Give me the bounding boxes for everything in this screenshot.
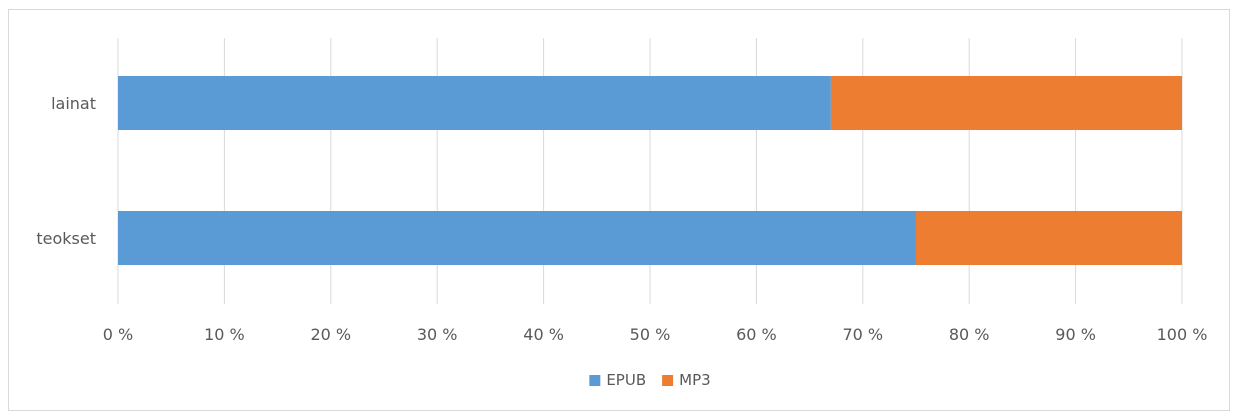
legend-label-epub: EPUB [606,371,646,389]
bars [118,76,1182,265]
legend-swatch-epub [589,375,601,386]
bar-epub-teokset [118,211,916,265]
bar-mp3-teokset [916,211,1182,265]
category-label: lainat [51,94,96,113]
bar-mp3-lainat [830,76,1182,130]
bar-epub-lainat [118,76,831,130]
x-tick-label: 60 % [736,325,777,344]
x-tick-label: 100 % [1157,325,1208,344]
legend: EPUB MP3 [589,371,711,389]
x-tick-label: 40 % [523,325,564,344]
x-tick-label: 0 % [103,325,133,344]
legend-swatch-mp3 [662,375,674,386]
x-tick-label: 50 % [630,325,671,344]
x-tick-label: 80 % [949,325,990,344]
category-label: teokset [36,229,96,248]
x-tick-label: 90 % [1055,325,1096,344]
x-tick-label: 30 % [417,325,458,344]
axes: 0 % 10 % 20 % 30 % 40 % 50 % 60 % 70 % 80 % 90 % 1… [36,94,1207,344]
x-tick-label: 20 % [310,325,351,344]
legend-label-mp3: MP3 [679,371,711,389]
x-tick-label: 70 % [842,325,883,344]
x-tick-label: 10 % [204,325,245,344]
